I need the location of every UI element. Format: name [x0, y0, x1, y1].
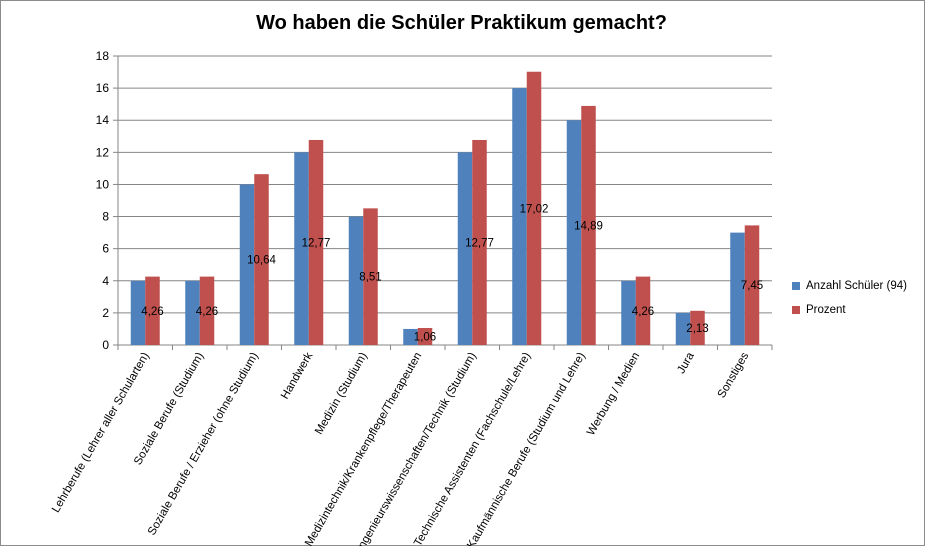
category-label: Kaufmännische Berufe (Studium und Lehre) [465, 350, 588, 546]
bar-series-1 [348, 216, 364, 345]
legend-item-series-1: Anzahl Schüler (94) [792, 274, 907, 298]
y-tick-label: 18 [96, 49, 110, 63]
bar-series-2 [635, 276, 651, 345]
data-label: 8,51 [359, 272, 381, 284]
category-label: Soziale Berufe / Erzieher (ohne Studium) [146, 350, 261, 537]
bar-series-1 [185, 280, 200, 345]
bar-series-2 [254, 174, 269, 345]
y-tick-label: 10 [96, 177, 110, 191]
y-tick-label: 6 [102, 242, 109, 256]
legend-swatch-series-2 [792, 306, 800, 314]
data-label: 14,89 [574, 220, 603, 232]
y-tick-label: 16 [96, 81, 110, 95]
data-label: 2,13 [686, 323, 708, 335]
category-label: Jura [675, 350, 697, 376]
data-label: 12,77 [465, 237, 494, 249]
chart-title: Wo haben die Schüler Praktikum gemacht? [256, 12, 667, 34]
bar-series-1 [457, 152, 473, 345]
bar-series-2 [581, 105, 596, 346]
data-label: 17,02 [520, 203, 549, 215]
data-label: 4,26 [196, 306, 218, 318]
data-label: 12,77 [302, 237, 331, 249]
y-tick-label: 12 [96, 145, 110, 159]
y-tick-label: 8 [102, 210, 109, 224]
bar-series-2 [145, 276, 160, 345]
category-label: Lehrberufe (Lehrer aller Schularten) [50, 350, 152, 514]
legend: Anzahl Schüler (94) Prozent [792, 274, 907, 322]
bar-series-2 [472, 139, 487, 345]
bar-series-1 [130, 280, 146, 345]
bar-series-2 [744, 225, 760, 345]
bar-series-2 [417, 327, 433, 345]
category-label: Technische Assistenten (Fachschule/Lehre… [412, 350, 533, 546]
y-tick-label: 2 [102, 306, 109, 320]
bar-series-1 [730, 232, 745, 345]
data-label: 10,64 [247, 255, 276, 267]
legend-item-series-2: Prozent [792, 298, 907, 322]
data-label: 4,26 [632, 306, 654, 318]
legend-label-series-1: Anzahl Schüler (94) [806, 280, 907, 292]
data-label: 7,45 [741, 280, 763, 292]
data-label: 4,26 [141, 306, 163, 318]
bar-series-1 [239, 184, 255, 345]
legend-swatch-series-1 [792, 282, 800, 290]
bar-series-2 [690, 310, 705, 345]
data-label: 1,06 [414, 331, 436, 343]
bar-series-2 [526, 71, 542, 346]
bar-series-2 [199, 276, 215, 345]
bar-series-2 [308, 139, 324, 345]
bar-series-1 [403, 328, 418, 345]
y-tick-label: 4 [102, 274, 109, 288]
y-tick-label: 0 [102, 338, 109, 352]
bar-series-1 [566, 120, 582, 345]
legend-label-series-2: Prozent [806, 304, 846, 316]
y-tick-label: 14 [96, 113, 110, 127]
category-label: Handwerk [279, 350, 315, 401]
bar-series-1 [675, 312, 691, 345]
category-label: Ingenieurswissenschaften/Technik (Studiu… [355, 350, 479, 546]
bar-series-1 [512, 88, 527, 345]
bar-series-1 [294, 152, 309, 345]
category-label: Werbung / Medien [585, 351, 642, 438]
bar-series-2 [363, 208, 378, 345]
bar-series-1 [621, 280, 636, 345]
category-label: Medizin (Studium) [313, 350, 370, 436]
category-label: Medizintechnik/Krankenpflege/Therapeuten [303, 351, 424, 546]
category-label: Sonstiges [716, 350, 752, 400]
